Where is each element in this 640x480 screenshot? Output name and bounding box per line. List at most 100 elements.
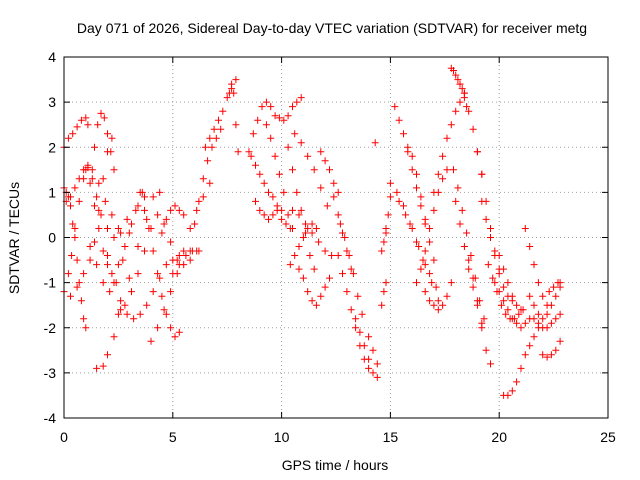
data-point xyxy=(539,315,547,323)
series-track-60 xyxy=(539,337,564,361)
data-point xyxy=(454,76,462,84)
data-point xyxy=(110,234,118,241)
series-track-16 xyxy=(186,125,225,255)
series-track-12 xyxy=(136,188,183,341)
data-point xyxy=(114,261,122,269)
data-point xyxy=(347,306,355,314)
data-point xyxy=(547,301,555,309)
data-point xyxy=(487,225,494,232)
data-point xyxy=(302,220,309,228)
data-point xyxy=(75,175,83,183)
data-point xyxy=(480,315,488,323)
data-point xyxy=(539,292,547,300)
data-point xyxy=(149,288,157,296)
data-point xyxy=(495,252,503,259)
data-point xyxy=(317,184,325,192)
data-point xyxy=(141,206,148,214)
data-point xyxy=(326,274,333,282)
data-point xyxy=(206,179,214,187)
series-track-27 xyxy=(286,220,320,269)
data-point xyxy=(223,94,231,102)
data-point xyxy=(487,360,494,368)
data-point xyxy=(173,256,181,264)
data-point xyxy=(317,292,325,300)
data-point xyxy=(352,324,360,332)
data-point xyxy=(232,121,240,129)
data-point xyxy=(539,351,547,359)
data-point xyxy=(517,364,525,372)
data-point xyxy=(289,103,296,111)
data-point xyxy=(339,229,346,237)
data-point xyxy=(75,197,83,205)
data-point xyxy=(125,274,133,282)
data-point xyxy=(460,89,468,97)
data-point xyxy=(426,225,434,232)
series-track-53 xyxy=(484,261,527,323)
data-point xyxy=(186,225,194,232)
data-point xyxy=(526,292,534,300)
series-track-47 xyxy=(456,80,486,178)
data-point xyxy=(404,143,412,151)
data-point xyxy=(82,324,90,332)
series-track-59 xyxy=(530,310,564,332)
series-track-26 xyxy=(289,206,336,259)
data-point xyxy=(99,279,107,287)
series-track-6 xyxy=(91,109,118,174)
data-point xyxy=(341,234,349,241)
data-point xyxy=(293,188,301,196)
series-track-41 xyxy=(395,197,442,305)
data-point xyxy=(386,193,394,201)
data-point xyxy=(191,220,199,228)
data-point xyxy=(175,252,183,259)
data-point xyxy=(117,229,125,237)
data-point xyxy=(219,107,227,115)
data-point xyxy=(99,175,107,183)
data-point xyxy=(162,310,170,318)
data-point xyxy=(343,247,351,255)
y-tick-label: 4 xyxy=(48,49,56,65)
data-point xyxy=(504,306,512,314)
data-point xyxy=(502,310,510,318)
data-point xyxy=(513,319,521,327)
data-point xyxy=(330,179,338,187)
data-point xyxy=(393,188,401,196)
data-point xyxy=(167,288,175,296)
data-point xyxy=(395,197,403,205)
data-point xyxy=(171,202,179,210)
data-point xyxy=(123,310,131,318)
data-point xyxy=(284,112,292,120)
data-point xyxy=(521,351,529,359)
data-point xyxy=(67,193,74,201)
data-point xyxy=(101,197,109,205)
data-point xyxy=(349,270,357,278)
data-point xyxy=(408,225,416,232)
data-point xyxy=(234,148,242,156)
data-point xyxy=(75,279,83,287)
data-point xyxy=(88,175,96,183)
data-point xyxy=(421,288,429,296)
data-points xyxy=(60,64,564,399)
series-track-30 xyxy=(330,193,355,273)
data-point xyxy=(439,152,447,160)
data-point xyxy=(469,283,477,291)
data-point xyxy=(352,315,360,323)
data-point xyxy=(426,238,434,246)
data-point xyxy=(336,220,344,228)
data-point xyxy=(252,161,259,169)
data-point xyxy=(312,225,320,232)
data-point xyxy=(71,225,79,232)
data-point xyxy=(508,387,516,395)
data-point xyxy=(291,130,299,138)
data-point xyxy=(504,279,512,287)
data-point xyxy=(517,324,525,332)
data-point xyxy=(154,270,162,278)
data-point xyxy=(430,206,438,214)
data-point xyxy=(106,288,114,296)
data-point xyxy=(326,166,333,174)
data-point xyxy=(400,130,407,138)
data-point xyxy=(450,166,457,174)
data-point xyxy=(293,98,301,106)
series-track-29 xyxy=(317,148,342,196)
data-point xyxy=(308,220,316,228)
